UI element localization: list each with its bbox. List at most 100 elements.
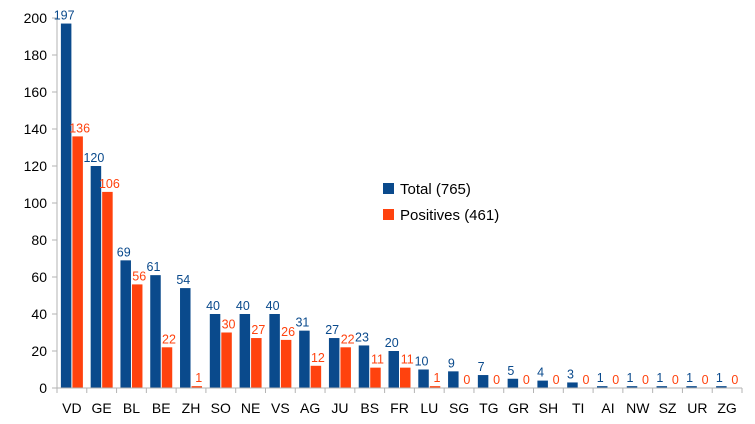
data-label-total: 9 xyxy=(448,356,455,370)
data-label-total: 1 xyxy=(597,371,604,385)
data-label-total: 1 xyxy=(716,371,723,385)
bar-total xyxy=(209,314,221,388)
x-tick-label: BS xyxy=(360,400,379,416)
data-label-total: 31 xyxy=(295,316,309,330)
y-tick-label: 80 xyxy=(31,232,47,248)
x-tick-label: ZH xyxy=(182,400,201,416)
data-label-positives: 11 xyxy=(401,353,414,367)
x-tick-label: TI xyxy=(572,400,584,416)
bar-total xyxy=(418,369,429,388)
bar-total xyxy=(269,314,280,388)
bar-total xyxy=(60,23,72,389)
data-label-positives: 0 xyxy=(672,373,679,387)
bar-total xyxy=(120,260,131,388)
x-tick-label: SH xyxy=(539,400,558,416)
bar-total xyxy=(686,386,697,388)
data-label-positives: 26 xyxy=(281,325,295,339)
data-label-positives: 27 xyxy=(251,323,265,337)
y-tick-label: 40 xyxy=(31,306,47,322)
x-tick-label: NW xyxy=(626,400,650,416)
x-tick-label: JU xyxy=(331,400,348,416)
y-tick-label: 0 xyxy=(39,380,47,396)
bar-positives xyxy=(340,347,351,388)
bar-positives xyxy=(191,386,203,388)
bar-positives xyxy=(251,338,262,388)
bar-total xyxy=(180,288,191,388)
x-tick-label: VS xyxy=(271,400,290,416)
x-tick-label: UR xyxy=(687,400,707,416)
data-label-positives: 56 xyxy=(132,269,146,283)
bar-total xyxy=(716,386,727,388)
bar-total xyxy=(90,166,102,388)
bar-positives xyxy=(429,386,441,388)
bar-total xyxy=(477,375,489,388)
data-label-positives: 1 xyxy=(195,371,202,385)
data-label-positives: 0 xyxy=(582,373,589,387)
data-label-total: 7 xyxy=(478,360,485,374)
data-label-total: 20 xyxy=(385,336,399,350)
bar-positives xyxy=(161,347,173,388)
bars xyxy=(60,23,727,389)
y-axis: 0 20 40 60 80 100 120 140 160 180 200 xyxy=(24,10,58,396)
bar-positives xyxy=(370,367,381,388)
data-labels: 1971361201066956612254140304027402631122… xyxy=(54,9,739,387)
data-label-total: 4 xyxy=(537,366,544,380)
data-label-positives: 12 xyxy=(311,351,325,365)
x-tick-label: GR xyxy=(508,400,529,416)
bar-positives xyxy=(72,136,83,388)
data-label-positives: 0 xyxy=(731,373,738,387)
legend-label: Total (765) xyxy=(400,181,471,198)
data-label-positives: 0 xyxy=(493,373,500,387)
data-label-positives: 22 xyxy=(162,332,176,346)
bar-total xyxy=(626,386,638,388)
legend: Total (765) Positives (461) xyxy=(383,181,499,224)
bar-positives xyxy=(221,332,232,388)
x-tick-label: BL xyxy=(123,400,140,416)
data-label-total: 1 xyxy=(627,371,634,385)
y-tick-label: 100 xyxy=(24,195,48,211)
data-label-total: 40 xyxy=(206,299,220,313)
x-tick-label: GE xyxy=(92,400,112,416)
bar-total xyxy=(388,351,399,388)
bar-total xyxy=(567,382,578,388)
data-label-total: 23 xyxy=(355,330,369,344)
bar-total xyxy=(358,345,370,388)
bar-positives xyxy=(131,284,143,388)
x-tick-label: NE xyxy=(241,400,260,416)
bar-total xyxy=(596,386,608,388)
bar-total xyxy=(656,386,668,388)
data-label-positives: 106 xyxy=(99,177,120,191)
data-label-total: 27 xyxy=(325,323,339,337)
y-tick-label: 20 xyxy=(31,343,47,359)
x-tick-label: AI xyxy=(601,400,614,416)
bar-total xyxy=(537,380,548,388)
data-label-positives: 0 xyxy=(612,373,619,387)
legend-label: Positives (461) xyxy=(400,207,499,224)
data-label-total: 40 xyxy=(236,299,250,313)
y-tick-label: 120 xyxy=(24,158,48,174)
bar-positives xyxy=(102,191,113,388)
bar-total xyxy=(299,330,310,388)
data-label-total: 10 xyxy=(415,355,429,369)
bar-total xyxy=(328,338,340,388)
x-tick-label: TG xyxy=(479,400,498,416)
data-label-total: 40 xyxy=(266,299,280,313)
bar-total xyxy=(448,371,459,388)
data-label-positives: 136 xyxy=(69,121,90,135)
data-label-total: 5 xyxy=(507,364,514,378)
data-label-positives: 0 xyxy=(463,373,470,387)
bar-positives xyxy=(280,339,292,388)
data-label-total: 1 xyxy=(656,371,663,385)
x-tick-label: ZG xyxy=(717,400,736,416)
x-tick-label: SZ xyxy=(659,400,677,416)
bar-total xyxy=(150,275,161,388)
x-tick-label: VD xyxy=(62,400,81,416)
data-label-positives: 0 xyxy=(642,373,649,387)
y-tick-label: 200 xyxy=(24,10,48,26)
legend-swatch xyxy=(383,183,394,194)
x-tick-label: FR xyxy=(390,400,409,416)
bar-positives xyxy=(310,365,322,388)
bar-total xyxy=(507,378,519,388)
data-label-positives: 1 xyxy=(434,371,441,385)
